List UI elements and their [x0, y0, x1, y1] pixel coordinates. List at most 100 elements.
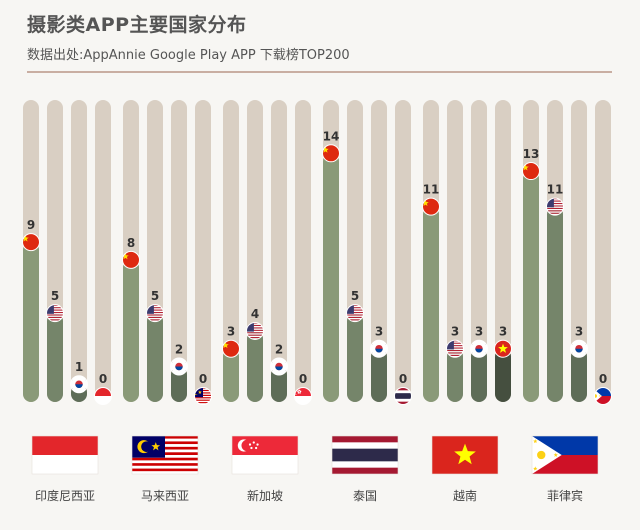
philippines-country-flag-icon — [531, 435, 599, 475]
flag-ring — [470, 339, 488, 358]
bar — [447, 348, 463, 402]
value-label: 14 — [323, 129, 340, 143]
bar — [523, 171, 539, 402]
chart-subtitle: 数据出处:AppAnnie Google Play APP 下载榜TOP200 — [27, 48, 350, 63]
bar-track — [371, 100, 387, 402]
bar — [47, 313, 63, 402]
country-label: 马来西亚 — [141, 489, 189, 503]
bar — [23, 242, 39, 402]
bar — [271, 366, 287, 402]
bar — [323, 153, 339, 402]
value-label: 5 — [51, 289, 59, 303]
flag-ring — [370, 339, 388, 358]
bar-track — [571, 100, 587, 402]
bar-track — [271, 100, 287, 402]
flag-ring — [322, 144, 340, 163]
flag-ring — [46, 304, 64, 323]
bar-track — [447, 100, 463, 402]
bar — [247, 330, 263, 402]
value-label: 2 — [275, 342, 283, 356]
bar-group: 11 3 3 3 越南 — [422, 100, 512, 503]
value-label: 0 — [399, 372, 407, 386]
singapore-country-flag-icon — [231, 435, 299, 475]
flag-ring — [170, 357, 188, 376]
bar — [423, 206, 439, 402]
value-label: 11 — [547, 183, 564, 197]
bar — [171, 366, 187, 402]
malaysia-country-flag-icon — [131, 435, 199, 475]
bar — [347, 313, 363, 402]
china-flag-icon — [422, 198, 440, 216]
bar-track — [495, 100, 511, 402]
flag-ring — [122, 250, 140, 269]
value-label: 5 — [351, 289, 359, 303]
value-label: 2 — [175, 342, 183, 356]
value-label: 3 — [451, 325, 459, 339]
flag-ring — [194, 387, 212, 405]
bar — [371, 348, 387, 402]
value-label: 8 — [127, 236, 135, 250]
usa-flag-icon — [346, 304, 364, 322]
bar — [571, 348, 587, 402]
bar — [123, 259, 139, 402]
value-label: 3 — [227, 325, 235, 339]
bar-group: 14 5 3 0 泰国 — [322, 100, 412, 503]
flag-ring — [446, 339, 464, 358]
vietnam-flag-icon — [494, 340, 512, 358]
value-label: 9 — [27, 218, 35, 232]
flag-ring — [570, 339, 588, 358]
flag-ring — [94, 387, 112, 405]
bar-track — [171, 100, 187, 402]
bar-group: 8 5 2 0 马来西亚 — [122, 100, 212, 503]
value-label: 3 — [499, 325, 507, 339]
bar-track — [395, 100, 411, 402]
vietnam-country-flag-icon — [431, 435, 499, 475]
value-label: 13 — [523, 147, 540, 161]
flag-ring — [494, 339, 512, 358]
bar — [147, 313, 163, 402]
usa-flag-icon — [546, 198, 564, 216]
country-label: 泰国 — [353, 489, 377, 503]
flag-ring — [394, 387, 412, 405]
country-label: 新加坡 — [247, 488, 283, 503]
value-label: 0 — [199, 372, 207, 386]
flag-ring — [294, 387, 312, 405]
value-label: 3 — [375, 325, 383, 339]
usa-flag-icon — [446, 340, 464, 358]
bar-track — [471, 100, 487, 402]
bar-track — [71, 100, 87, 402]
bar-track — [295, 100, 311, 402]
title-divider — [27, 71, 612, 73]
flag-ring — [70, 375, 88, 394]
bar — [223, 348, 239, 402]
bar-group: 13 11 3 0 菲律宾 — [522, 100, 612, 503]
flag-ring — [22, 233, 40, 252]
flag-ring — [146, 304, 164, 323]
value-label: 4 — [251, 307, 259, 321]
usa-flag-icon — [46, 304, 64, 322]
flag-ring — [246, 321, 264, 340]
value-label: 3 — [475, 325, 483, 339]
usa-flag-icon — [246, 322, 264, 340]
china-flag-icon — [122, 251, 140, 269]
flag-ring — [594, 387, 612, 405]
thailand-country-flag-icon — [331, 435, 399, 475]
country-label: 印度尼西亚 — [35, 488, 95, 503]
bar-track — [195, 100, 211, 402]
bar — [547, 206, 563, 402]
flag-ring — [422, 197, 440, 216]
china-flag-icon — [22, 233, 40, 251]
bar — [495, 348, 511, 402]
flag-ring — [270, 357, 288, 376]
indonesia-flag-icon — [94, 387, 112, 405]
country-label: 越南 — [453, 488, 477, 503]
thailand-flag-icon — [394, 387, 412, 405]
flag-ring — [222, 339, 240, 358]
country-label: 菲律宾 — [547, 488, 583, 503]
china-flag-icon — [222, 340, 240, 358]
value-label: 0 — [299, 372, 307, 386]
china-flag-icon — [322, 144, 340, 162]
value-label: 0 — [99, 372, 107, 386]
philippines-flag-icon — [594, 387, 612, 405]
